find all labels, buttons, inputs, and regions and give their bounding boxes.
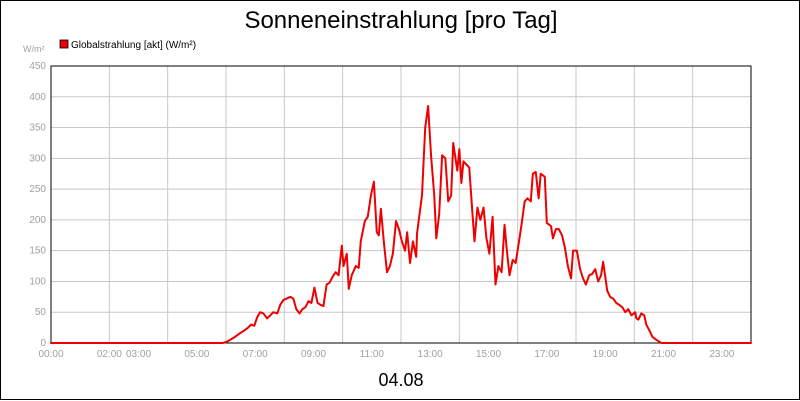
- y-tick-label: 400: [29, 92, 46, 103]
- x-tick-label: 13:00: [418, 349, 443, 360]
- series-line-globalstrahlung: [50, 105, 752, 344]
- x-tick-label: 03:00: [126, 349, 151, 360]
- legend-swatch: [59, 39, 69, 49]
- y-tick-label: 100: [29, 276, 46, 287]
- x-tick-label: 07:00: [243, 349, 268, 360]
- y-tick-label: 150: [29, 246, 46, 257]
- x-tick-label: 00:00: [38, 349, 63, 360]
- x-tick-label: 21:00: [651, 349, 676, 360]
- y-tick-label: 350: [29, 123, 46, 134]
- x-tick-label: 19:00: [593, 349, 618, 360]
- y-tick-label: 50: [35, 307, 47, 318]
- legend-label-globalstrahlung: Globalstrahlung [akt] (W/m²): [71, 40, 196, 51]
- x-tick-label: 11:00: [360, 349, 385, 360]
- chart-title: Sonneneinstrahlung [pro Tag]: [244, 7, 557, 34]
- x-tick-label: 23:00: [709, 349, 734, 360]
- legend: Globalstrahlung [akt] (W/m²): [59, 39, 196, 51]
- y-tick-label: 250: [29, 184, 46, 195]
- y-axis-ticks: 0 50 100 150 200 250 300 350 400 450: [29, 61, 46, 349]
- x-tick-label: 15:00: [476, 349, 501, 360]
- x-tick-label: 02:00: [97, 349, 122, 360]
- grid: [50, 65, 752, 344]
- x-axis-ticks: 00:00 02:00 03:00 05:00 07:00 09:00 11:00 13:00…: [38, 349, 734, 360]
- x-tick-label: 05:00: [184, 349, 209, 360]
- y-tick-label: 300: [29, 153, 46, 164]
- x-axis-label: 04.08: [378, 370, 423, 390]
- y-tick-label: 0: [40, 338, 46, 349]
- plot-area-border: [50, 65, 752, 344]
- y-axis-unit-label: W/m²: [23, 44, 45, 54]
- y-tick-label: 450: [29, 61, 46, 72]
- y-tick-label: 200: [29, 215, 46, 226]
- x-tick-label: 17:00: [534, 349, 559, 360]
- x-tick-label: 09:00: [301, 349, 326, 360]
